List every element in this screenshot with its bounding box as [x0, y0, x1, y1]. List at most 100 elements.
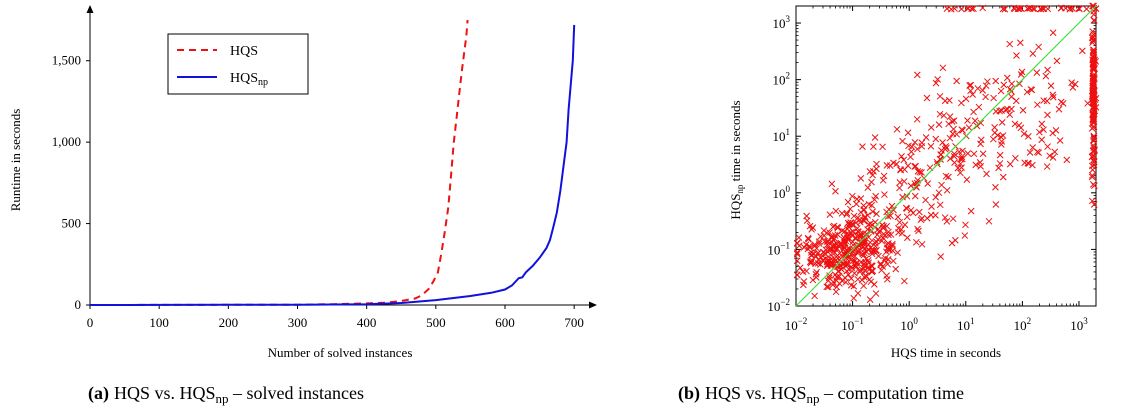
caption-b: (b) HQS vs. HQSnp – computation time [678, 383, 964, 406]
chart-b-point [1089, 54, 1097, 61]
chart-b-point [832, 187, 839, 195]
chart-b-point [945, 120, 953, 128]
chart-a-x-tick-label: 300 [288, 315, 308, 330]
chart-b-point [1090, 103, 1097, 111]
chart-b-point [895, 225, 902, 232]
chart-b-point [907, 206, 915, 214]
chart-b-point [1049, 91, 1057, 99]
chart-b-point [1089, 123, 1097, 131]
chart-b-point [932, 193, 940, 201]
chart-b-point [836, 280, 843, 287]
chart-b-point [997, 133, 1005, 141]
chart-b-point [860, 273, 868, 281]
chart-b-point [1018, 68, 1026, 76]
tick-exponent: −2 [798, 316, 808, 326]
chart-b-point [857, 230, 864, 237]
legend-box [167, 33, 309, 95]
chart-a-x-tick-label: 500 [426, 315, 446, 330]
chart-a-x-tick-label: 200 [219, 315, 239, 330]
chart-b-point [934, 76, 941, 83]
chart-b-point [793, 249, 801, 256]
chart-b-point [1088, 153, 1096, 161]
chart-b-point [815, 238, 823, 245]
chart-b-point [936, 201, 944, 209]
chart-b-point [879, 176, 887, 184]
chart-b-point [1090, 33, 1097, 41]
chart-b-point [1068, 79, 1076, 86]
chart-b-point [872, 247, 880, 255]
chart-b-point [873, 210, 880, 218]
tick-base: 10 [1014, 318, 1027, 333]
chart-b-point [857, 208, 865, 216]
chart-a-x-ticks: 0 100 200 300 400 500 600 700 [87, 305, 584, 330]
chart-b-point [1055, 105, 1063, 113]
chart-b-point [843, 267, 851, 275]
chart-b-point [1017, 5, 1025, 12]
chart-b-point [983, 170, 990, 178]
chart-b-point [1029, 50, 1037, 57]
caption-a-main: HQS vs. HQS [114, 383, 216, 403]
chart-b-point [915, 227, 922, 235]
chart-b-point [979, 87, 987, 94]
chart-b-point [1049, 93, 1057, 101]
chart-b-point [909, 209, 917, 217]
chart-b-point [932, 135, 940, 143]
tick-base: 10 [773, 186, 786, 201]
chart-b-point [1042, 72, 1050, 80]
chart-b-point [957, 169, 964, 177]
chart-b-point [901, 221, 909, 229]
chart-b-point [1089, 142, 1097, 149]
chart-b-point [877, 260, 885, 267]
chart-b-point [1090, 17, 1098, 24]
chart-a-x-tick-label: 0 [87, 315, 94, 330]
chart-b-point [922, 134, 930, 141]
chart-b-point [817, 261, 824, 268]
chart-b-point [1034, 101, 1041, 109]
chart-b-y-tick-label: 100 [773, 184, 791, 201]
chart-b-point [1092, 5, 1100, 12]
chart-b-point [845, 223, 853, 231]
chart-b-point [829, 278, 837, 286]
chart-b-point [991, 124, 998, 131]
chart-b-point [870, 247, 878, 255]
chart-b-point [902, 204, 910, 212]
chart-b-point [849, 238, 856, 246]
chart-b-point [962, 95, 970, 103]
chart-b-point [864, 211, 871, 219]
chart-b-point [964, 5, 972, 12]
chart-a-x-tick-label: 100 [149, 315, 169, 330]
chart-b-point [948, 118, 956, 125]
chart-b-point [793, 240, 801, 247]
chart-b-point [1040, 126, 1047, 133]
chart-b-point [959, 147, 966, 155]
chart-b-point [804, 234, 812, 242]
chart-b-point [1006, 40, 1014, 48]
chart-b-point [1089, 48, 1097, 56]
chart-b-point [1089, 181, 1097, 188]
chart-b-point [793, 257, 801, 265]
chart-b-point [850, 212, 858, 220]
chart-b-point [924, 180, 932, 188]
chart-b-point [974, 85, 982, 92]
chart-b-point [1089, 91, 1097, 98]
chart-b-point [864, 184, 872, 192]
chart-b-point [800, 244, 808, 251]
chart-b-point [826, 229, 833, 236]
chart-b-point [935, 189, 943, 197]
chart-b-point [923, 94, 931, 102]
chart-b-point [1006, 85, 1014, 93]
chart-b-y-tick-label: 10−1 [767, 240, 790, 257]
tick-exponent: 1 [970, 316, 975, 326]
caption-b-label: (b) [678, 383, 700, 404]
chart-b-point [857, 195, 865, 202]
chart-b-point [849, 257, 857, 265]
chart-a-series [89, 19, 576, 306]
chart-b-point [834, 263, 841, 271]
chart-b-point [996, 160, 1004, 167]
chart-b-point [858, 266, 866, 273]
chart-b-point [965, 124, 973, 131]
chart-b-point [936, 92, 944, 100]
chart-b-frame [795, 5, 1097, 307]
chart-b-point [970, 108, 977, 116]
chart-b-point [851, 235, 859, 242]
